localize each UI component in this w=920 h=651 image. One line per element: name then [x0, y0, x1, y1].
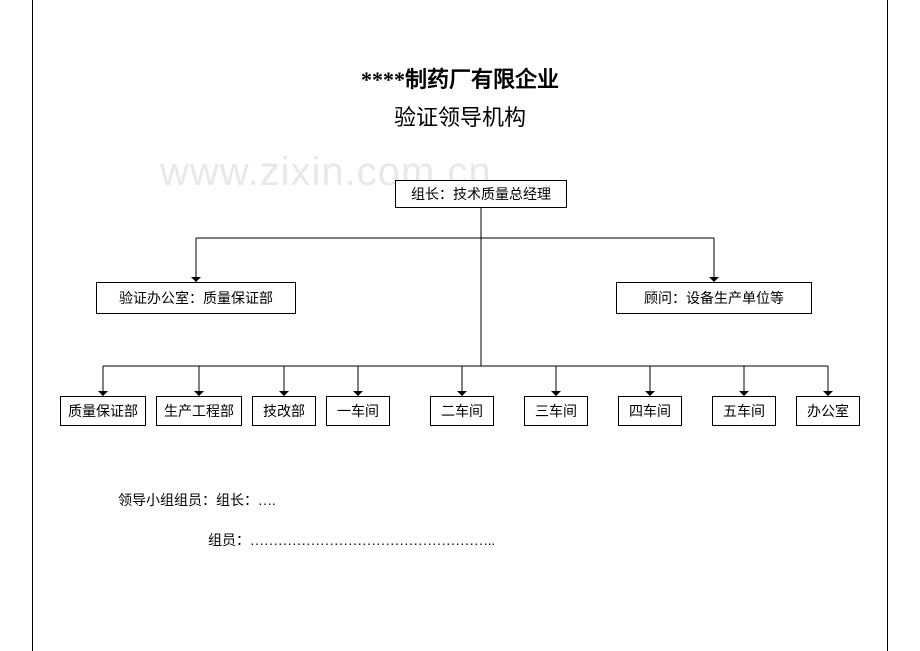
node-pe: 生产工程部 [156, 396, 242, 426]
node-tg: 技改部 [252, 396, 316, 426]
title-line1: ****制药厂有限企业 [0, 62, 920, 94]
node-w4: 四车间 [618, 396, 682, 426]
footer-line2: 组员：…………………………………………….. [208, 530, 495, 550]
node-ofc: 办公室 [796, 396, 860, 426]
node-w2: 二车间 [430, 396, 494, 426]
node-w3: 三车间 [524, 396, 588, 426]
title-block: ****制药厂有限企业 验证领导机构 [0, 62, 920, 132]
footer-line1: 领导小组组员：组长：…. [118, 490, 276, 510]
node-w1: 一车间 [326, 396, 390, 426]
title-line2: 验证领导机构 [0, 100, 920, 132]
node-w5: 五车间 [712, 396, 776, 426]
node-root: 组长：技术质量总经理 [395, 180, 567, 208]
node-qa: 质量保证部 [60, 396, 146, 426]
node-advisor: 顾问：设备生产单位等 [616, 282, 812, 314]
node-office: 验证办公室：质量保证部 [96, 282, 296, 314]
